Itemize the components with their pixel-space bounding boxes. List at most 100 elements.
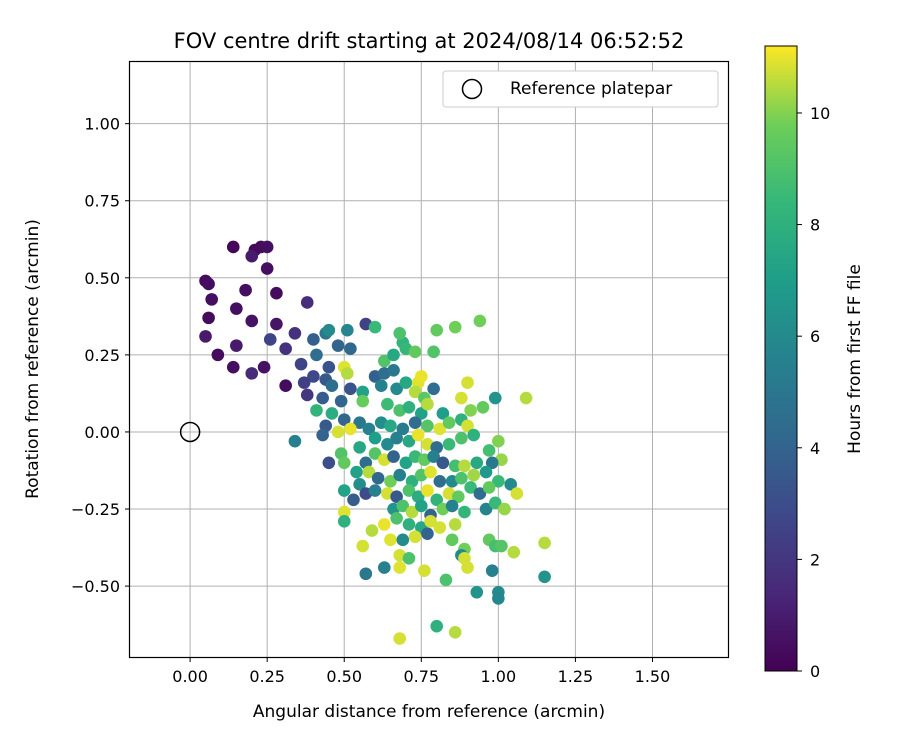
data-point: [353, 416, 366, 429]
data-point: [461, 561, 474, 574]
data-point: [439, 573, 453, 587]
data-point: [498, 502, 511, 516]
data-point: [448, 320, 462, 334]
data-point: [211, 348, 225, 362]
data-point: [381, 397, 394, 411]
data-point: [492, 474, 505, 488]
data-point: [239, 283, 252, 297]
data-point: [390, 382, 403, 396]
data-point: [464, 404, 477, 417]
data-point: [467, 468, 480, 482]
data-point: [316, 428, 329, 442]
data-points: [199, 240, 551, 645]
data-point: [263, 333, 277, 346]
data-point: [402, 434, 416, 448]
x-tick-label: 0.50: [326, 667, 362, 686]
data-point: [368, 447, 382, 460]
data-point: [396, 499, 410, 513]
data-point: [414, 370, 428, 383]
data-point: [433, 521, 447, 534]
data-point: [402, 484, 416, 497]
data-point: [260, 240, 274, 254]
y-tick-label: −0.50: [71, 577, 120, 596]
colorbar-tick-label: 10: [810, 104, 830, 123]
y-axis-ticks: −0.50 −0.25 0.00 0.25 0.50 0.75 1.00: [71, 115, 130, 596]
data-point: [279, 342, 292, 356]
data-point: [288, 434, 302, 448]
data-point: [479, 502, 493, 516]
data-point: [387, 363, 400, 377]
data-point: [470, 585, 484, 599]
x-tick-label: 0.00: [172, 667, 208, 686]
data-point: [421, 419, 434, 433]
data-point: [461, 419, 474, 433]
data-point: [421, 397, 434, 411]
data-point: [492, 434, 505, 448]
data-point: [350, 465, 363, 479]
data-point: [442, 437, 456, 451]
data-point: [331, 425, 345, 439]
plot-frame: [128, 60, 730, 659]
data-point: [199, 330, 212, 343]
data-point: [402, 400, 416, 414]
data-point: [202, 311, 215, 325]
x-tick-label: 1.50: [635, 667, 671, 686]
data-point: [384, 419, 397, 433]
data-point: [362, 422, 376, 436]
data-point: [322, 456, 336, 470]
data-point: [279, 379, 292, 393]
reference-marker: [179, 421, 201, 443]
data-point: [310, 404, 323, 417]
x-axis-label: Angular distance from reference (arcmin): [253, 702, 605, 722]
data-point: [470, 456, 484, 470]
data-point: [485, 456, 499, 470]
data-point: [334, 394, 348, 408]
data-point: [393, 632, 407, 645]
legend: Reference platepar: [442, 70, 719, 108]
data-point: [433, 422, 447, 436]
data-point: [245, 249, 259, 263]
data-point: [325, 407, 339, 420]
data-point: [387, 348, 400, 362]
data-point: [384, 474, 397, 488]
data-point: [495, 539, 508, 553]
data-point: [451, 490, 465, 503]
data-point: [448, 626, 462, 639]
data-point: [359, 567, 373, 581]
data-point: [322, 323, 336, 337]
colorbar-tick-label: 2: [810, 550, 820, 569]
data-point: [378, 561, 391, 574]
legend-box: [442, 70, 719, 108]
data-point: [325, 379, 339, 393]
data-point: [455, 431, 468, 445]
data-point: [393, 468, 407, 482]
data-point: [344, 342, 357, 356]
data-point: [538, 536, 551, 550]
y-tick-label: 0.00: [84, 423, 120, 442]
data-point: [356, 539, 370, 553]
data-point: [331, 339, 345, 352]
data-point: [433, 474, 447, 488]
data-point: [399, 456, 413, 470]
data-point: [458, 505, 471, 519]
data-point: [337, 505, 351, 519]
data-point: [488, 496, 502, 510]
data-point: [430, 493, 444, 507]
data-point: [337, 484, 351, 497]
data-point: [442, 416, 456, 429]
data-point: [378, 354, 391, 368]
colorbar: 0 2 4 6 8 10 Hours from first FF file: [764, 45, 865, 681]
data-point: [448, 459, 462, 473]
data-point: [492, 592, 505, 605]
data-point: [353, 478, 366, 491]
data-point: [427, 382, 440, 396]
data-point: [485, 564, 499, 577]
legend-label: Reference platepar: [510, 79, 672, 99]
data-point: [365, 524, 379, 537]
data-point: [368, 484, 382, 497]
colorbar-tick-label: 8: [810, 216, 820, 235]
data-point: [396, 533, 410, 547]
data-point: [455, 391, 468, 405]
data-point: [270, 286, 283, 300]
data-point: [445, 533, 459, 547]
